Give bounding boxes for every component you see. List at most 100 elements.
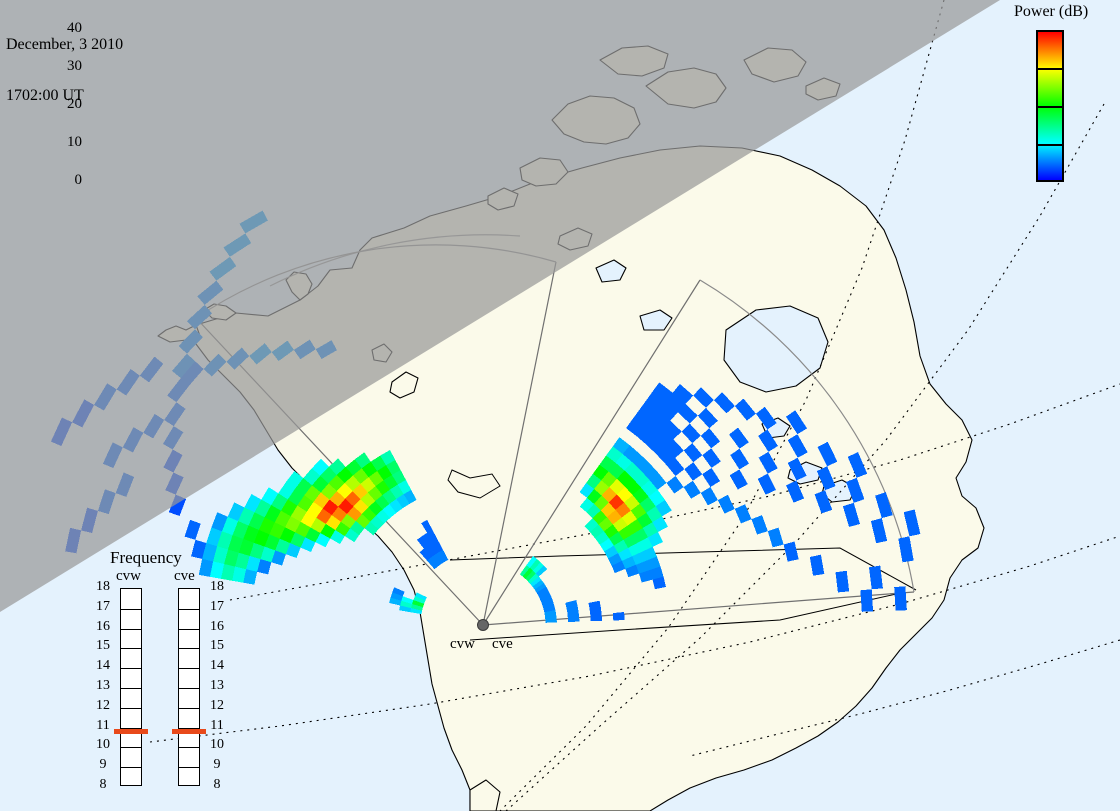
radar-cell (787, 457, 807, 481)
radar-cell (322, 499, 339, 516)
frequency-bar-cvw[interactable] (120, 588, 142, 786)
radar-cell (894, 586, 907, 611)
frequency-tick-label: 16 (96, 618, 110, 634)
frequency-tick-label: 14 (210, 658, 224, 674)
radar-cell (311, 458, 329, 476)
radar-cell (330, 530, 345, 545)
radar-cell (347, 506, 362, 521)
radar-cell (751, 515, 768, 535)
radar-cell (382, 489, 397, 504)
power-tick-label: 30 (67, 58, 82, 74)
radar-cell (598, 517, 613, 532)
frequency-column-cvw: cvw (116, 568, 141, 584)
radar-cell (539, 594, 552, 603)
radar-cell (269, 522, 285, 539)
radar-cell (586, 503, 601, 519)
power-colorbar[interactable] (1036, 30, 1064, 182)
radar-cell (335, 521, 351, 537)
radar-cell (567, 616, 580, 622)
frequency-tick-divider (179, 648, 199, 650)
radar-cell (328, 458, 346, 475)
radar-cell (336, 483, 353, 499)
radar-cell (672, 384, 694, 404)
radar-cell (700, 428, 721, 449)
radar-cell (360, 477, 376, 493)
radar-cell (632, 487, 649, 504)
radar-cell (383, 474, 398, 490)
radar-cell (361, 507, 377, 522)
radar-cell (304, 485, 321, 502)
frequency-marker-cve (172, 728, 206, 734)
frequency-tick-label: 18 (96, 579, 110, 594)
radar-cell (353, 499, 369, 514)
radar-cell (198, 558, 214, 577)
radar-cell (325, 515, 341, 530)
radar-cell (607, 509, 622, 525)
radar-cell (434, 552, 445, 565)
radar-cell (666, 457, 685, 476)
radar-cell (626, 418, 645, 437)
radar-site-marker[interactable] (477, 619, 489, 631)
radar-cell (391, 470, 406, 485)
radar-cell (567, 610, 580, 618)
radar-cell (525, 570, 536, 582)
frequency-bar-cve[interactable] (178, 588, 200, 786)
radar-cell (246, 555, 261, 572)
radar-cell (639, 570, 653, 583)
frequency-tick-label: 12 (96, 697, 110, 713)
radar-cell (609, 478, 625, 495)
great-bear-lake (595, 259, 627, 283)
radar-cell (532, 562, 544, 574)
frequency-tick-label: 10 (96, 737, 110, 753)
radar-cell (264, 534, 280, 551)
baja-california (469, 779, 501, 811)
radar-cell (382, 504, 397, 519)
radar-cell (612, 517, 628, 532)
radar-cell (648, 532, 663, 547)
vancouver-island (389, 371, 419, 399)
radar-cell (222, 516, 239, 536)
radar-cell (542, 601, 555, 609)
radar-cell (814, 490, 833, 514)
radar-cell (287, 488, 305, 506)
radar-cell (541, 597, 554, 606)
radar-cell (630, 503, 647, 520)
radar-cell (618, 525, 634, 540)
radar-cell (415, 592, 427, 601)
radar-cell (285, 543, 301, 558)
radar-cell (666, 476, 684, 494)
radar-cell (248, 512, 265, 530)
radar-cell (386, 460, 401, 475)
timestamp-block: December, 3 2010 1702:00 UT (6, 2, 123, 138)
radar-cell (870, 518, 888, 544)
frequency-tick-divider (121, 767, 141, 769)
radar-cell (595, 531, 610, 545)
frequency-tick-divider (121, 727, 141, 729)
radar-cell (613, 539, 629, 554)
radar-cell (410, 608, 423, 615)
frequency-tick-divider (179, 767, 199, 769)
radar-fan-cve (519, 382, 921, 623)
radar-cell (389, 484, 404, 499)
radar-cell (232, 566, 247, 583)
radar-cell (261, 487, 279, 506)
radar-cell (370, 455, 386, 471)
frequency-tick-divider (121, 648, 141, 650)
great-slave-lake (639, 309, 673, 331)
radar-cell (527, 573, 539, 584)
radar-cell (345, 459, 362, 476)
power-legend-title: Power (dB) (1014, 3, 1089, 20)
frequency-tick-divider (179, 707, 199, 709)
radar-cell (639, 400, 659, 419)
radar-cell (565, 600, 578, 608)
radar-cell (615, 454, 633, 471)
radar-cell (211, 512, 228, 532)
plot-date: December, 3 2010 (6, 36, 124, 53)
radar-cell (622, 445, 640, 463)
radar-cell (428, 542, 439, 555)
radar-cell (700, 487, 718, 506)
radar-cell (320, 483, 337, 500)
frequency-tick-divider (179, 727, 199, 729)
radar-cell (608, 462, 625, 479)
